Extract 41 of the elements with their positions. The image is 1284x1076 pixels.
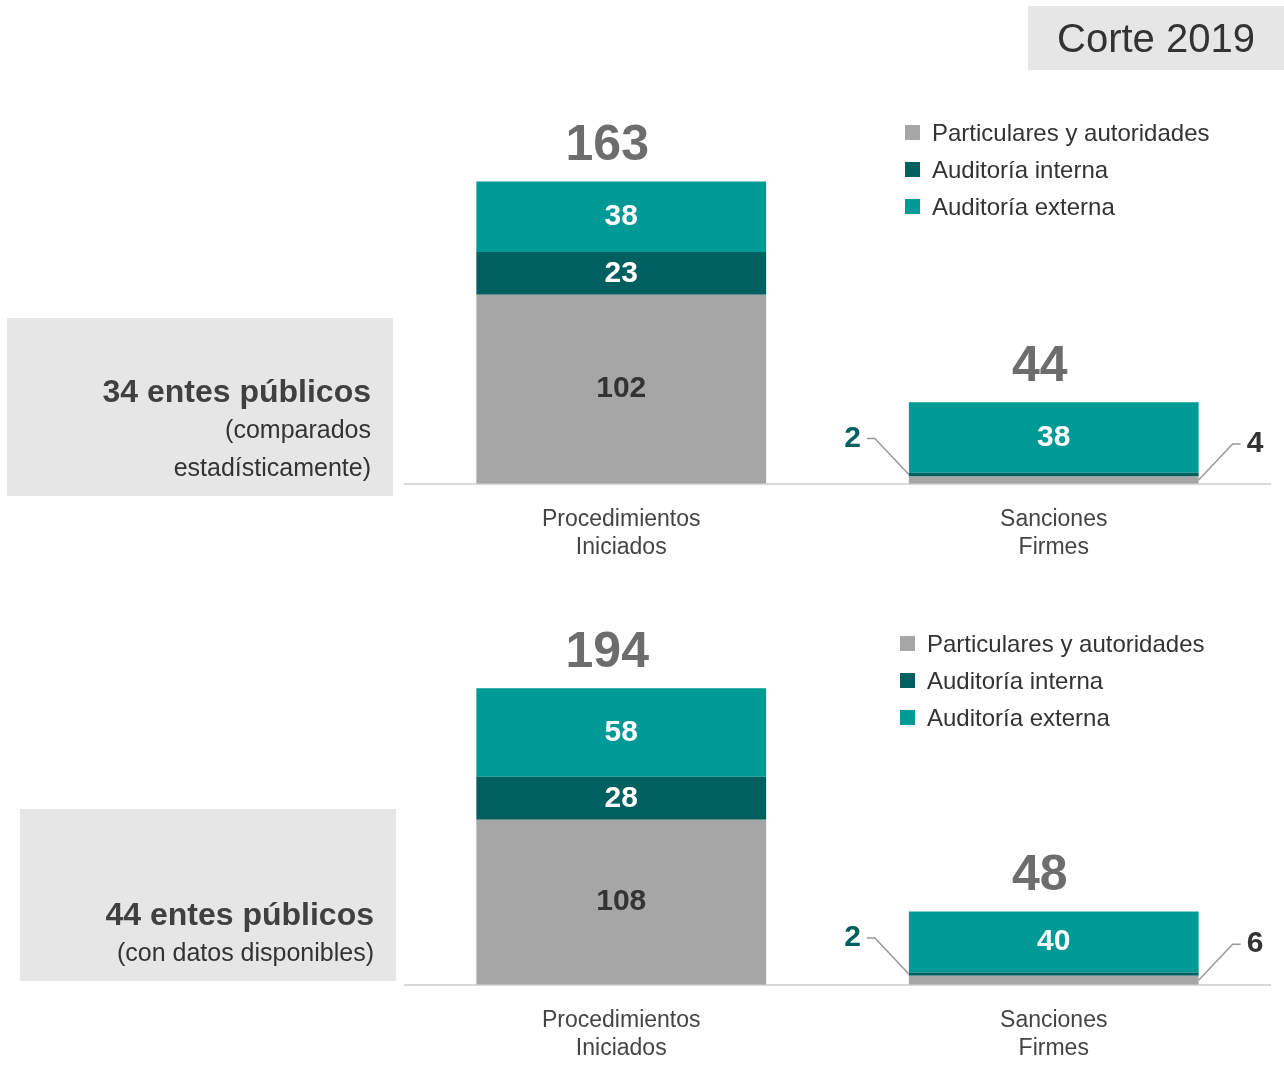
legend-label: Auditoría interna [927,666,1104,695]
text: 44 entes públicos [104,896,374,933]
bar [476,294,767,484]
bar [476,776,767,820]
data-label: 23 [604,254,638,288]
x-tick-label: Procedimientos Iniciados [541,504,701,559]
legend-label: Particulares y autoridades [927,629,1205,658]
data-label: 6 [1246,925,1264,959]
total-label: 194 [565,621,650,678]
data-label: 38 [1037,418,1071,452]
data-label: 108 [596,883,647,917]
x-tick-label: Sanciones Firmes [1000,504,1108,559]
text: (comparados estadísticamente) [172,414,371,483]
text: 34 entes públicos [101,373,371,410]
bar [908,972,1199,976]
data-label: 38 [604,198,638,232]
data-label: 58 [604,713,638,747]
bar [476,251,767,295]
data-label: 2 [844,919,861,953]
data-label: 2 [844,419,861,453]
bar [908,402,1199,473]
total-label: 44 [1011,335,1068,392]
title-panel: Corte 2019 [1028,6,1284,70]
bar [476,819,767,985]
x-tick-label: Procedimientos Iniciados [541,1005,701,1060]
bar [476,688,767,777]
data-label: 28 [604,779,638,813]
data-label: 40 [1037,923,1071,957]
total-label: 163 [565,115,649,172]
data-label: 4 [1246,425,1264,459]
legend-label: Auditoría interna [932,155,1109,184]
bar [908,911,1199,973]
bar [476,181,767,252]
bar [908,476,1199,484]
legend-label: Auditoría externa [932,192,1115,221]
text: (con datos disponibles) [115,937,374,968]
x-tick-label: Sanciones Firmes [1000,1005,1108,1060]
total-label: 48 [1011,845,1068,902]
data-label: 102 [596,370,647,404]
legend-label: Auditoría externa [927,703,1110,732]
legend-label: Particulares y autoridades [932,118,1210,147]
